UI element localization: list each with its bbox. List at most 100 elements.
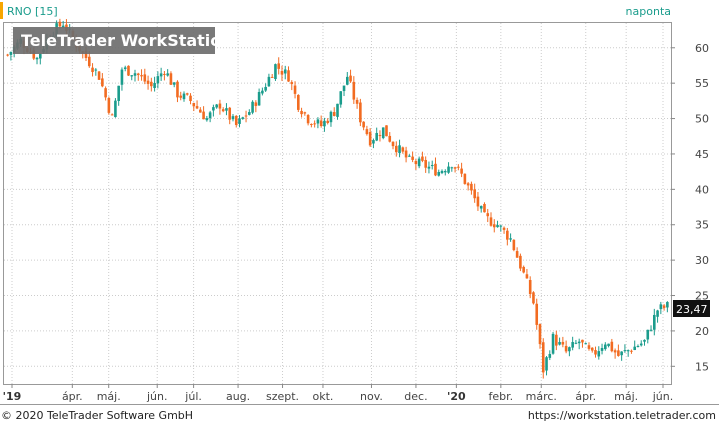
candle-body xyxy=(414,161,418,165)
candle-body xyxy=(182,93,186,100)
candle-body xyxy=(329,111,333,123)
candle-body xyxy=(205,118,209,121)
candle-body xyxy=(460,168,463,174)
candle-body xyxy=(215,104,218,108)
symbol-label[interactable]: RNO [15] xyxy=(7,5,58,18)
candle-body xyxy=(574,342,578,344)
candle-body xyxy=(323,120,326,127)
candle-body xyxy=(362,121,365,128)
y-tick-label: 55 xyxy=(695,77,709,90)
candle-body xyxy=(84,50,88,59)
x-tick-label: '19 xyxy=(3,390,22,403)
candle-body xyxy=(176,81,179,98)
candle-body xyxy=(94,69,98,71)
y-tick-label: 35 xyxy=(695,219,709,232)
candle-body xyxy=(313,123,316,125)
candle-body xyxy=(558,341,561,345)
candle-body xyxy=(470,183,473,191)
candle-body xyxy=(32,50,36,59)
candle-body xyxy=(411,156,414,160)
candle-body xyxy=(662,305,666,308)
candle-body xyxy=(310,124,313,126)
candle-body xyxy=(519,255,522,269)
candle-body xyxy=(538,324,542,345)
candle-body xyxy=(463,173,467,184)
candle-body xyxy=(234,115,238,125)
candle-body xyxy=(179,95,183,98)
candle-body xyxy=(600,348,604,351)
candle-body xyxy=(274,64,277,80)
candle-body xyxy=(58,21,62,27)
period-label[interactable]: naponta xyxy=(626,5,671,18)
candle-body xyxy=(143,74,147,82)
candle-body xyxy=(512,239,516,251)
candle-body xyxy=(277,63,281,69)
y-tick-label: 40 xyxy=(695,183,709,196)
candle-body xyxy=(248,112,251,115)
candle-body xyxy=(225,108,228,111)
candle-body xyxy=(604,344,607,350)
x-tick-label: ápr. xyxy=(575,390,596,403)
candle-body xyxy=(639,343,643,346)
candle-body xyxy=(424,159,427,168)
candle-body xyxy=(653,314,656,330)
candle-body xyxy=(394,145,398,153)
candle-body xyxy=(437,171,441,176)
y-tick-label: 25 xyxy=(695,290,709,303)
candle-body xyxy=(130,75,134,77)
candle-body xyxy=(169,73,173,85)
candle-body xyxy=(185,93,189,95)
candle-body xyxy=(251,101,254,113)
candle-body xyxy=(349,75,352,82)
candle-body xyxy=(38,53,42,59)
candle-body xyxy=(241,117,245,119)
candle-body xyxy=(306,115,310,124)
y-tick-label: 20 xyxy=(695,325,709,338)
x-tick-label: okt. xyxy=(313,390,334,403)
candle-body xyxy=(133,73,137,76)
candle-body xyxy=(385,125,388,137)
candle-body xyxy=(257,91,261,106)
candle-body xyxy=(489,217,493,226)
candle-body xyxy=(332,112,336,116)
candle-body xyxy=(515,251,519,258)
candle-body xyxy=(551,333,555,354)
candle-body xyxy=(571,342,574,348)
candle-body xyxy=(483,203,486,213)
candle-body xyxy=(283,69,287,74)
candle-body xyxy=(453,167,457,169)
y-tick-label: 50 xyxy=(695,113,709,126)
candle-body xyxy=(440,170,444,174)
candle-body xyxy=(189,95,192,102)
gridlines xyxy=(4,23,671,384)
candle-body xyxy=(388,135,392,142)
candle-body xyxy=(525,274,529,279)
candle-body xyxy=(649,329,653,331)
candle-body xyxy=(466,183,470,186)
candle-body xyxy=(352,81,356,100)
candle-body xyxy=(541,342,545,373)
watermark-text: TeleTrader WorkStation xyxy=(21,31,233,50)
x-tick-label: febr. xyxy=(489,390,514,403)
candle-body xyxy=(594,350,597,355)
x-tick-label: nov. xyxy=(360,390,383,403)
candle-body xyxy=(166,73,169,76)
candle-body xyxy=(104,88,107,98)
candle-body xyxy=(408,155,411,157)
candle-body xyxy=(626,350,630,352)
candle-body xyxy=(156,76,160,84)
candle-body xyxy=(231,116,235,120)
candle-body xyxy=(238,118,241,124)
candle-body xyxy=(522,266,525,273)
candle-body xyxy=(532,292,535,304)
candle-body xyxy=(610,341,614,352)
candle-body xyxy=(656,310,659,317)
x-tick-label: aug. xyxy=(226,390,250,403)
source-url[interactable]: https://workstation.teletrader.com xyxy=(528,409,716,422)
candle-body xyxy=(375,132,378,141)
candle-body xyxy=(597,351,601,357)
candle-body xyxy=(136,73,140,76)
y-axis: 15 20 25 30 35 40 45 50 55 60 xyxy=(671,42,709,373)
